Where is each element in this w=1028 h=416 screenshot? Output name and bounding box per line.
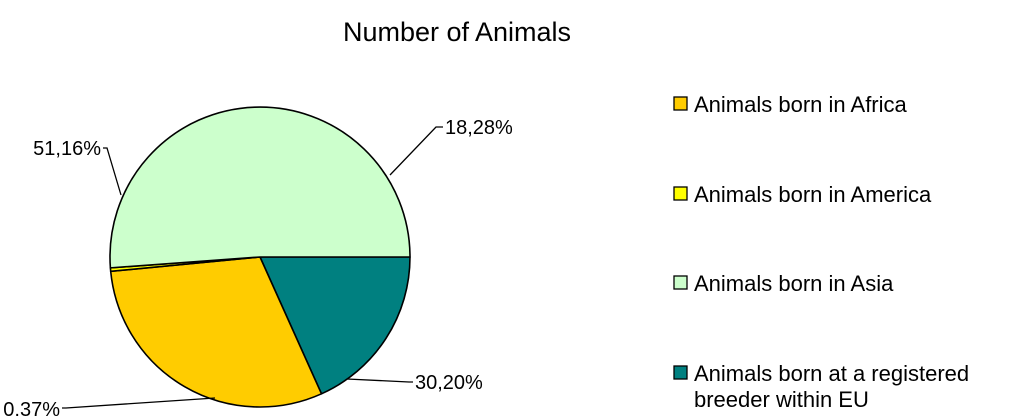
legend: Animals born in Africa Animals born in Am… [673,92,969,412]
pie-slices [109,106,411,408]
legend-label-animals-born-in-america: Animals born in America [694,182,932,207]
data-labels: 18,28% 30,20% 0,37% 51,16% [3,117,513,416]
legend-item-animals-born-in-america: Animals born in America [673,182,932,207]
leader-line-animals-born-in-america [62,397,216,409]
pie-slice-animals-born-in-africa [109,256,323,408]
legend-swatch-animals-born-in-asia [673,275,688,290]
legend-label-animals-born-in-asia: Animals born in Asia [694,271,894,296]
leader-line-animals-born-in-asia [103,147,122,196]
legend-label-animals-born-in-africa: Animals born in Africa [694,92,908,117]
leader-line-animals-born-at-a-registered-breeder-within-eu [389,126,443,176]
pie-slice-animals-born-in-asia [109,106,411,269]
data-label-animals-born-at-a-registered-breeder-within-eu: 18,28% [445,117,513,139]
data-label-animals-born-in-america: 0,37% [3,399,60,416]
leader-lines [62,126,443,409]
legend-item-animals-born-in-africa: Animals born in Africa [673,92,908,117]
data-label-animals-born-in-asia: 51,16% [33,138,101,160]
legend-item-animals-born-in-asia: Animals born in Asia [673,271,894,296]
data-label-animals-born-in-africa: 30,20% [415,372,483,394]
legend-label-animals-born-at-a-registered-breeder-within-eu: Animals born at a registered breeder with… [694,361,969,412]
legend-swatch-animals-born-in-america [673,186,688,201]
leader-line-animals-born-in-africa [346,378,413,383]
chart-title: Number of Animals [343,17,571,47]
legend-item-animals-born-at-a-registered-breeder-within-eu: Animals born at a registered breeder with… [673,361,969,412]
legend-swatch-animals-born-at-a-registered-breeder-within-eu [673,365,688,380]
pie-slice-animals-born-at-a-registered-breeder-within-eu [259,256,411,395]
legend-swatch-animals-born-in-africa [673,96,688,111]
